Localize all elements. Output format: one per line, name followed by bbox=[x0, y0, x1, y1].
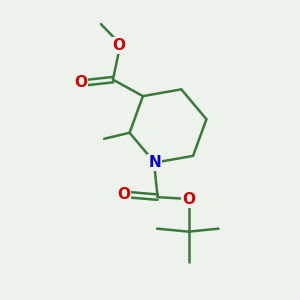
Text: O: O bbox=[112, 38, 125, 53]
Text: O: O bbox=[74, 74, 87, 89]
Text: O: O bbox=[117, 187, 130, 202]
Text: O: O bbox=[182, 192, 195, 207]
Text: N: N bbox=[148, 155, 161, 170]
